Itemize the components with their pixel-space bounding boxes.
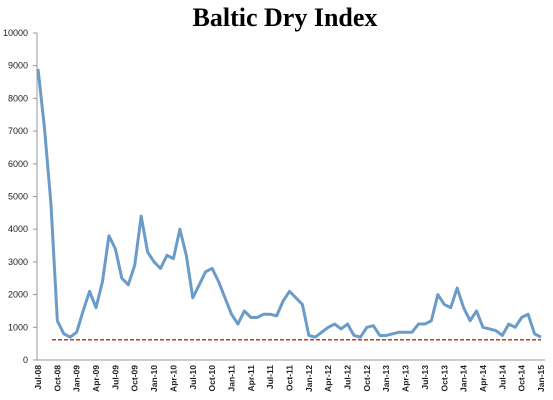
x-tick-label: Jan-14 <box>459 365 469 392</box>
y-tick-label: 0 <box>23 355 28 365</box>
x-tick-label: Jul-08 <box>33 365 43 390</box>
x-tick-label: Jul-14 <box>497 365 507 390</box>
y-tick-label: 9000 <box>8 61 28 71</box>
line <box>36 68 542 339</box>
x-tick-label: Jan-13 <box>381 365 391 392</box>
x-tick-label: Apr-09 <box>91 365 101 392</box>
x-tick-label: Oct-12 <box>362 365 372 392</box>
y-tick-label: 8000 <box>8 93 28 103</box>
x-tick-label: Jul-11 <box>265 365 275 389</box>
chart-title: Baltic Dry Index <box>193 3 378 32</box>
x-tick-label: Oct-09 <box>130 365 140 392</box>
x-tick-label: Apr-11 <box>246 365 256 392</box>
x-tick-label: Jul-09 <box>110 365 120 390</box>
x-tick-label: Jul-13 <box>420 365 430 390</box>
x-tick-label: Jan-11 <box>226 365 236 392</box>
y-tick-label: 3000 <box>8 257 28 267</box>
x-tick-label: Oct-14 <box>517 365 527 392</box>
y-tick-label: 6000 <box>8 159 28 169</box>
x-tick-label: Oct-10 <box>207 365 217 392</box>
y-tick-label: 4000 <box>8 224 28 234</box>
y-tick-label: 5000 <box>8 192 28 202</box>
x-tick-label: Jan-12 <box>304 365 314 392</box>
x-tick-label: Apr-13 <box>401 365 411 392</box>
y-tick-label: 1000 <box>8 322 28 332</box>
x-tick-label: Apr-12 <box>323 365 333 392</box>
y-tick-label: 2000 <box>8 290 28 300</box>
x-tick-label: Apr-10 <box>168 365 178 392</box>
x-tick-label: Oct-11 <box>285 365 295 391</box>
x-tick-label: Jan-15 <box>536 365 546 392</box>
x-tick-label: Apr-14 <box>478 365 488 392</box>
x-tick-label: Jul-10 <box>188 365 198 390</box>
y-tick-label: 10000 <box>3 28 28 38</box>
x-tick-label: Oct-13 <box>439 365 449 392</box>
y-tick-label: 7000 <box>8 126 28 136</box>
x-tick-label: Oct-08 <box>52 365 62 392</box>
x-tick-label: Jul-12 <box>343 365 353 390</box>
x-tick-label: Jan-10 <box>149 365 159 392</box>
x-tick-label: Jan-09 <box>72 365 82 392</box>
